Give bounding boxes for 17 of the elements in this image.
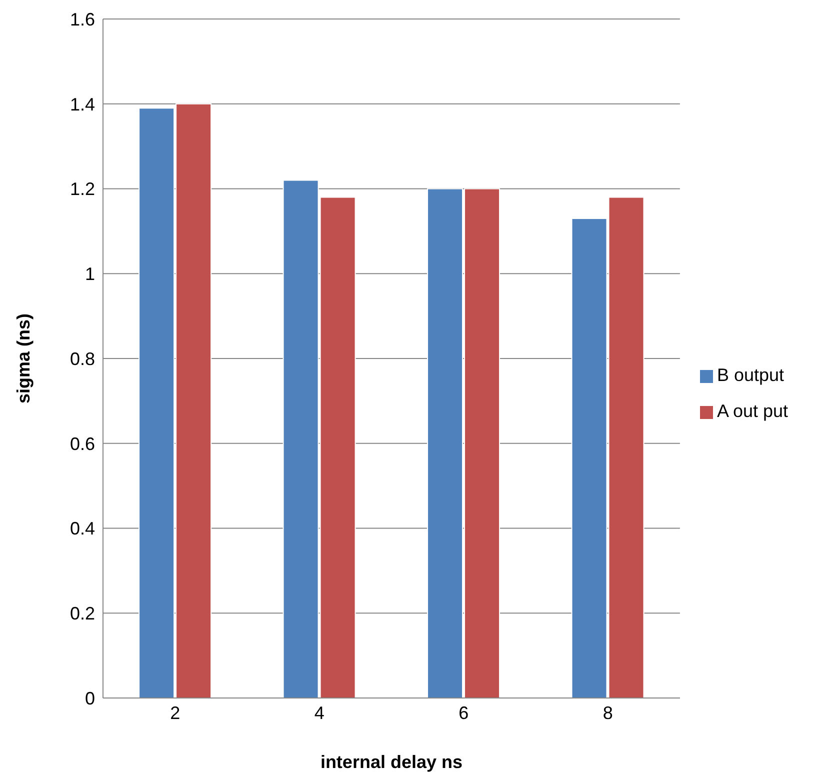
x-tick-label: 2 (170, 702, 180, 723)
x-tick-label: 4 (314, 702, 324, 723)
y-tick-label: 1.4 (70, 94, 95, 114)
y-tick-label: 1.6 (70, 9, 95, 30)
y-tick-label: 0.4 (70, 518, 95, 539)
legend-label: B output (716, 365, 784, 385)
y-tick-label: 0.6 (70, 434, 95, 454)
x-axis-title: internal delay ns (320, 752, 462, 772)
y-tick-label: 1 (84, 264, 95, 284)
x-tick-label: 8 (602, 702, 613, 723)
y-axis-title: sigma (ns) (13, 313, 34, 404)
y-tick-label: 0 (84, 688, 95, 708)
x-tick-label: 6 (458, 702, 469, 723)
y-tick-label: 0.2 (70, 604, 95, 624)
y-tick-label: 0.8 (70, 348, 95, 369)
legend-label: A out put (716, 401, 788, 421)
y-tick-label: 1.2 (70, 179, 95, 200)
